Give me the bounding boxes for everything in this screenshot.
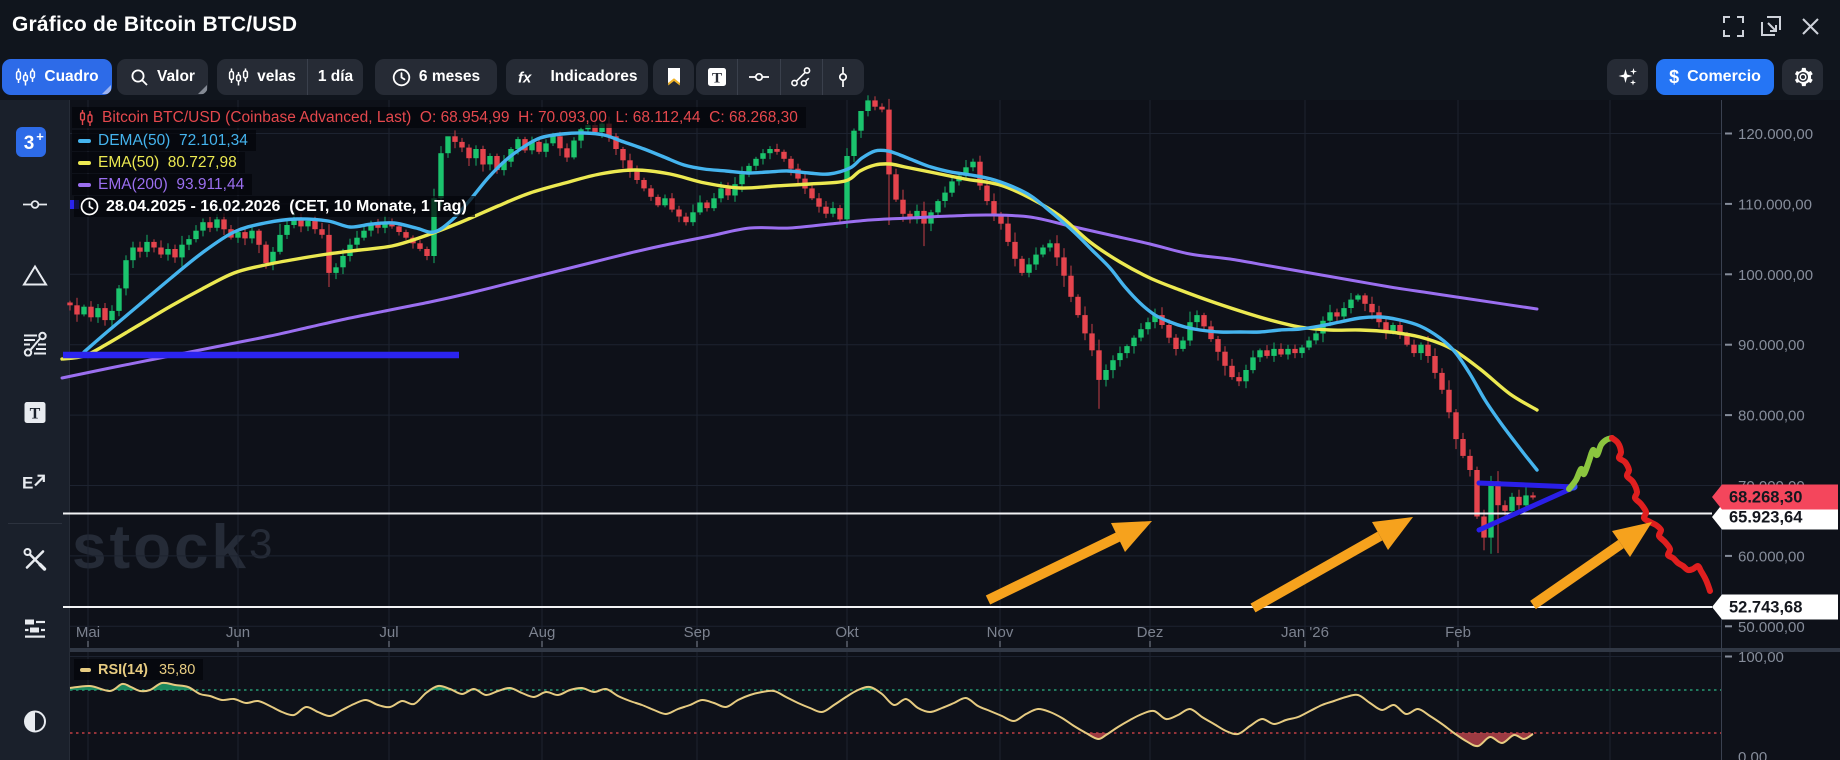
svg-text:T: T: [712, 71, 722, 87]
svg-text:3: 3: [24, 133, 35, 154]
svg-text:Aug: Aug: [529, 624, 556, 641]
svg-text:80.000,00: 80.000,00: [1738, 408, 1805, 425]
svg-text:Dez: Dez: [1137, 624, 1164, 641]
svg-text:52.743,68: 52.743,68: [1729, 599, 1802, 617]
svg-text:68.268,30: 68.268,30: [1729, 489, 1802, 507]
svg-text:+: +: [36, 129, 44, 144]
svg-text:110.000,00: 110.000,00: [1738, 196, 1812, 213]
svg-text:Nov: Nov: [987, 624, 1014, 641]
svg-text:fx: fx: [518, 70, 532, 87]
svg-text:E: E: [22, 474, 33, 493]
svg-text:60.000,00: 60.000,00: [1738, 548, 1805, 565]
svg-text:T: T: [30, 406, 41, 423]
svg-text:65.923,64: 65.923,64: [1729, 509, 1803, 527]
svg-text:0,00: 0,00: [1738, 749, 1767, 760]
svg-text:120.000,00: 120.000,00: [1738, 126, 1813, 143]
svg-text:90.000,00: 90.000,00: [1738, 337, 1805, 354]
svg-text:Feb: Feb: [1445, 624, 1471, 641]
svg-text:100.000,00: 100.000,00: [1738, 267, 1813, 284]
svg-text:Mai: Mai: [76, 624, 100, 641]
svg-text:Okt: Okt: [835, 624, 859, 641]
svg-text:100,00: 100,00: [1738, 649, 1784, 666]
svg-text:Jan '26: Jan '26: [1281, 624, 1329, 641]
svg-text:Jun: Jun: [226, 624, 250, 641]
svg-text:50.000,00: 50.000,00: [1738, 619, 1805, 636]
svg-text:Jul: Jul: [379, 624, 398, 641]
svg-text:Sep: Sep: [684, 624, 711, 641]
